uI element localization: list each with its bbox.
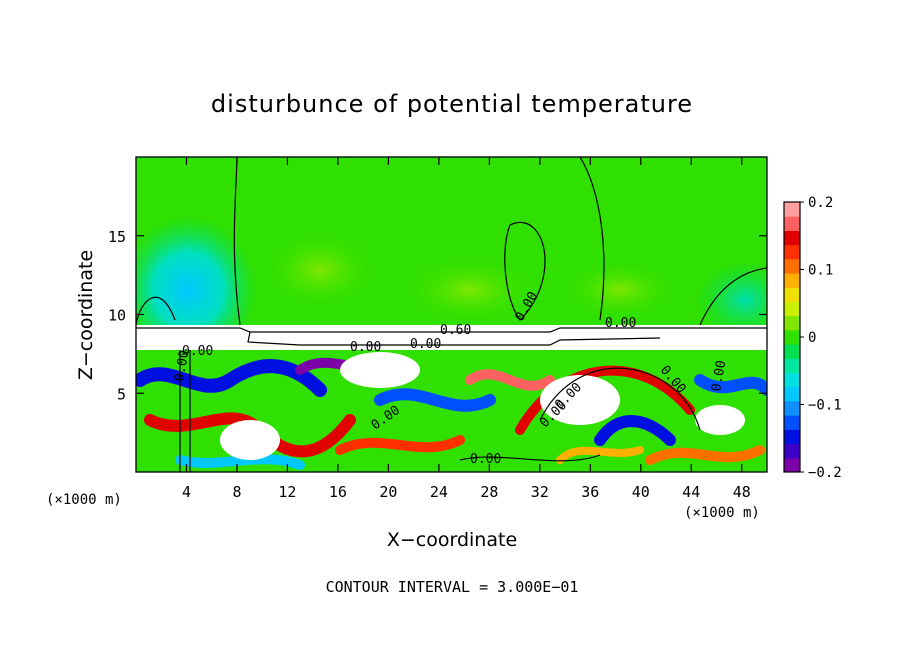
y-axis: 5 10 15	[108, 228, 767, 403]
plot-area	[136, 157, 767, 472]
colorbar-swatch	[784, 315, 800, 331]
colorbar-swatch	[784, 301, 800, 317]
colorbar-swatch	[784, 400, 800, 416]
colorbar-tick-label: 0	[808, 330, 816, 346]
x-tick-label: 12	[278, 483, 296, 501]
turbulent-eddies	[136, 352, 767, 470]
x-unit-right: (×1000 m)	[684, 505, 760, 521]
x-tick-label: 44	[682, 483, 700, 501]
teal-anomaly	[695, 260, 767, 340]
colorbar-swatch	[784, 344, 800, 359]
colorbar: 0.2 0.1 0 −0.1 −0.2	[783, 195, 842, 481]
x-tick-label: 24	[430, 483, 448, 501]
x-tick-label: 8	[232, 483, 241, 501]
x-tick-label: 40	[632, 483, 650, 501]
colorbar-swatch	[784, 216, 800, 231]
colorbar-swatch	[784, 329, 800, 345]
x-tick-label: 36	[581, 483, 599, 501]
contour-label: 0.00	[172, 349, 192, 382]
colorbar-swatch	[784, 287, 800, 302]
colorbar-swatch	[784, 358, 800, 374]
x-axis: 4 8 12 16 20 24 28 32 36 40 44 48	[182, 157, 751, 501]
x-unit-left: (×1000 m)	[46, 492, 122, 508]
colorbar-swatch	[784, 273, 800, 288]
x-tick-label: 4	[182, 483, 191, 501]
colorbar-swatch	[784, 244, 800, 260]
colorbar-swatch	[784, 202, 800, 217]
y-tick-label: 10	[108, 307, 126, 325]
x-tick-label: 16	[329, 483, 347, 501]
yellow-anomaly-1	[260, 230, 380, 310]
colorbar-swatch	[784, 230, 800, 246]
y-axis-label: Z−coordinate	[75, 250, 97, 380]
x-tick-label: 32	[531, 483, 549, 501]
colorbar-tick-label: 0.1	[808, 263, 833, 279]
contour-band	[136, 327, 767, 346]
colorbar-swatch	[784, 415, 800, 430]
x-tick-label: 20	[379, 483, 397, 501]
contour-lines	[136, 157, 767, 472]
yellow-anomaly-3	[560, 260, 680, 320]
contour-interval-note: CONTOUR INTERVAL = 3.000E−01	[326, 578, 579, 596]
contour-label: 0.00	[709, 359, 729, 392]
x-axis-label: X−coordinate	[387, 529, 517, 551]
contour-label: 0.00	[410, 337, 441, 352]
colorbar-tick-label: 0.2	[808, 195, 833, 211]
colorbar-tick-label: −0.2	[808, 465, 842, 481]
y-tick-label: 15	[108, 228, 126, 246]
colorbar-swatch	[784, 457, 800, 473]
colorbar-swatch	[784, 386, 800, 402]
colorbar-swatch	[784, 258, 800, 274]
inversion-band	[136, 325, 767, 350]
contour-label: 0.60	[440, 323, 471, 338]
contour-label: 0.00	[605, 316, 636, 331]
colorbar-tick-label: −0.1	[808, 398, 842, 414]
contour-label: 0.00	[470, 452, 501, 467]
contour-label: 0.00	[182, 344, 213, 359]
y-tick-label: 5	[117, 385, 126, 403]
x-tick-label: 28	[480, 483, 498, 501]
x-tick-label: 48	[733, 483, 751, 501]
colorbar-swatch	[784, 429, 800, 445]
contour-label: 0.00	[350, 340, 381, 355]
chart-title: disturbunce of potential temperature	[211, 90, 693, 118]
colorbar-swatch	[784, 372, 800, 388]
colorbar-swatch	[784, 443, 800, 459]
